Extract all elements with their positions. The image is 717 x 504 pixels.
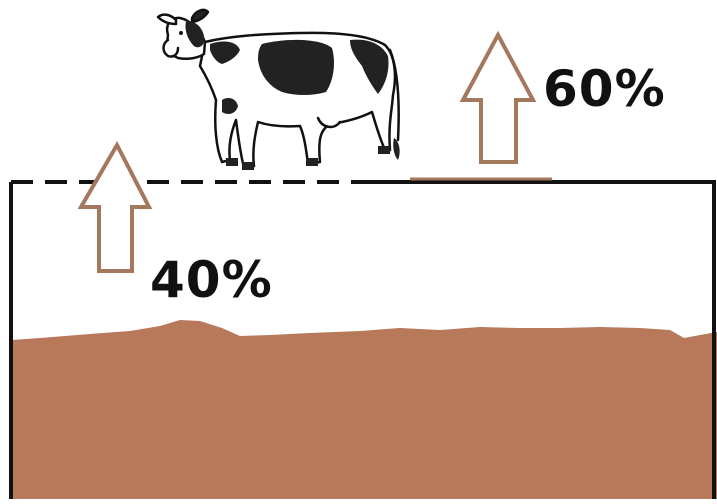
cow-icon [156, 8, 400, 170]
soil-layer [12, 320, 717, 499]
percentage-label-left: 40% [150, 251, 273, 309]
up-arrow-icon [77, 140, 153, 273]
percentage-label-right: 60% [543, 60, 666, 118]
up-arrow-icon [459, 30, 537, 164]
